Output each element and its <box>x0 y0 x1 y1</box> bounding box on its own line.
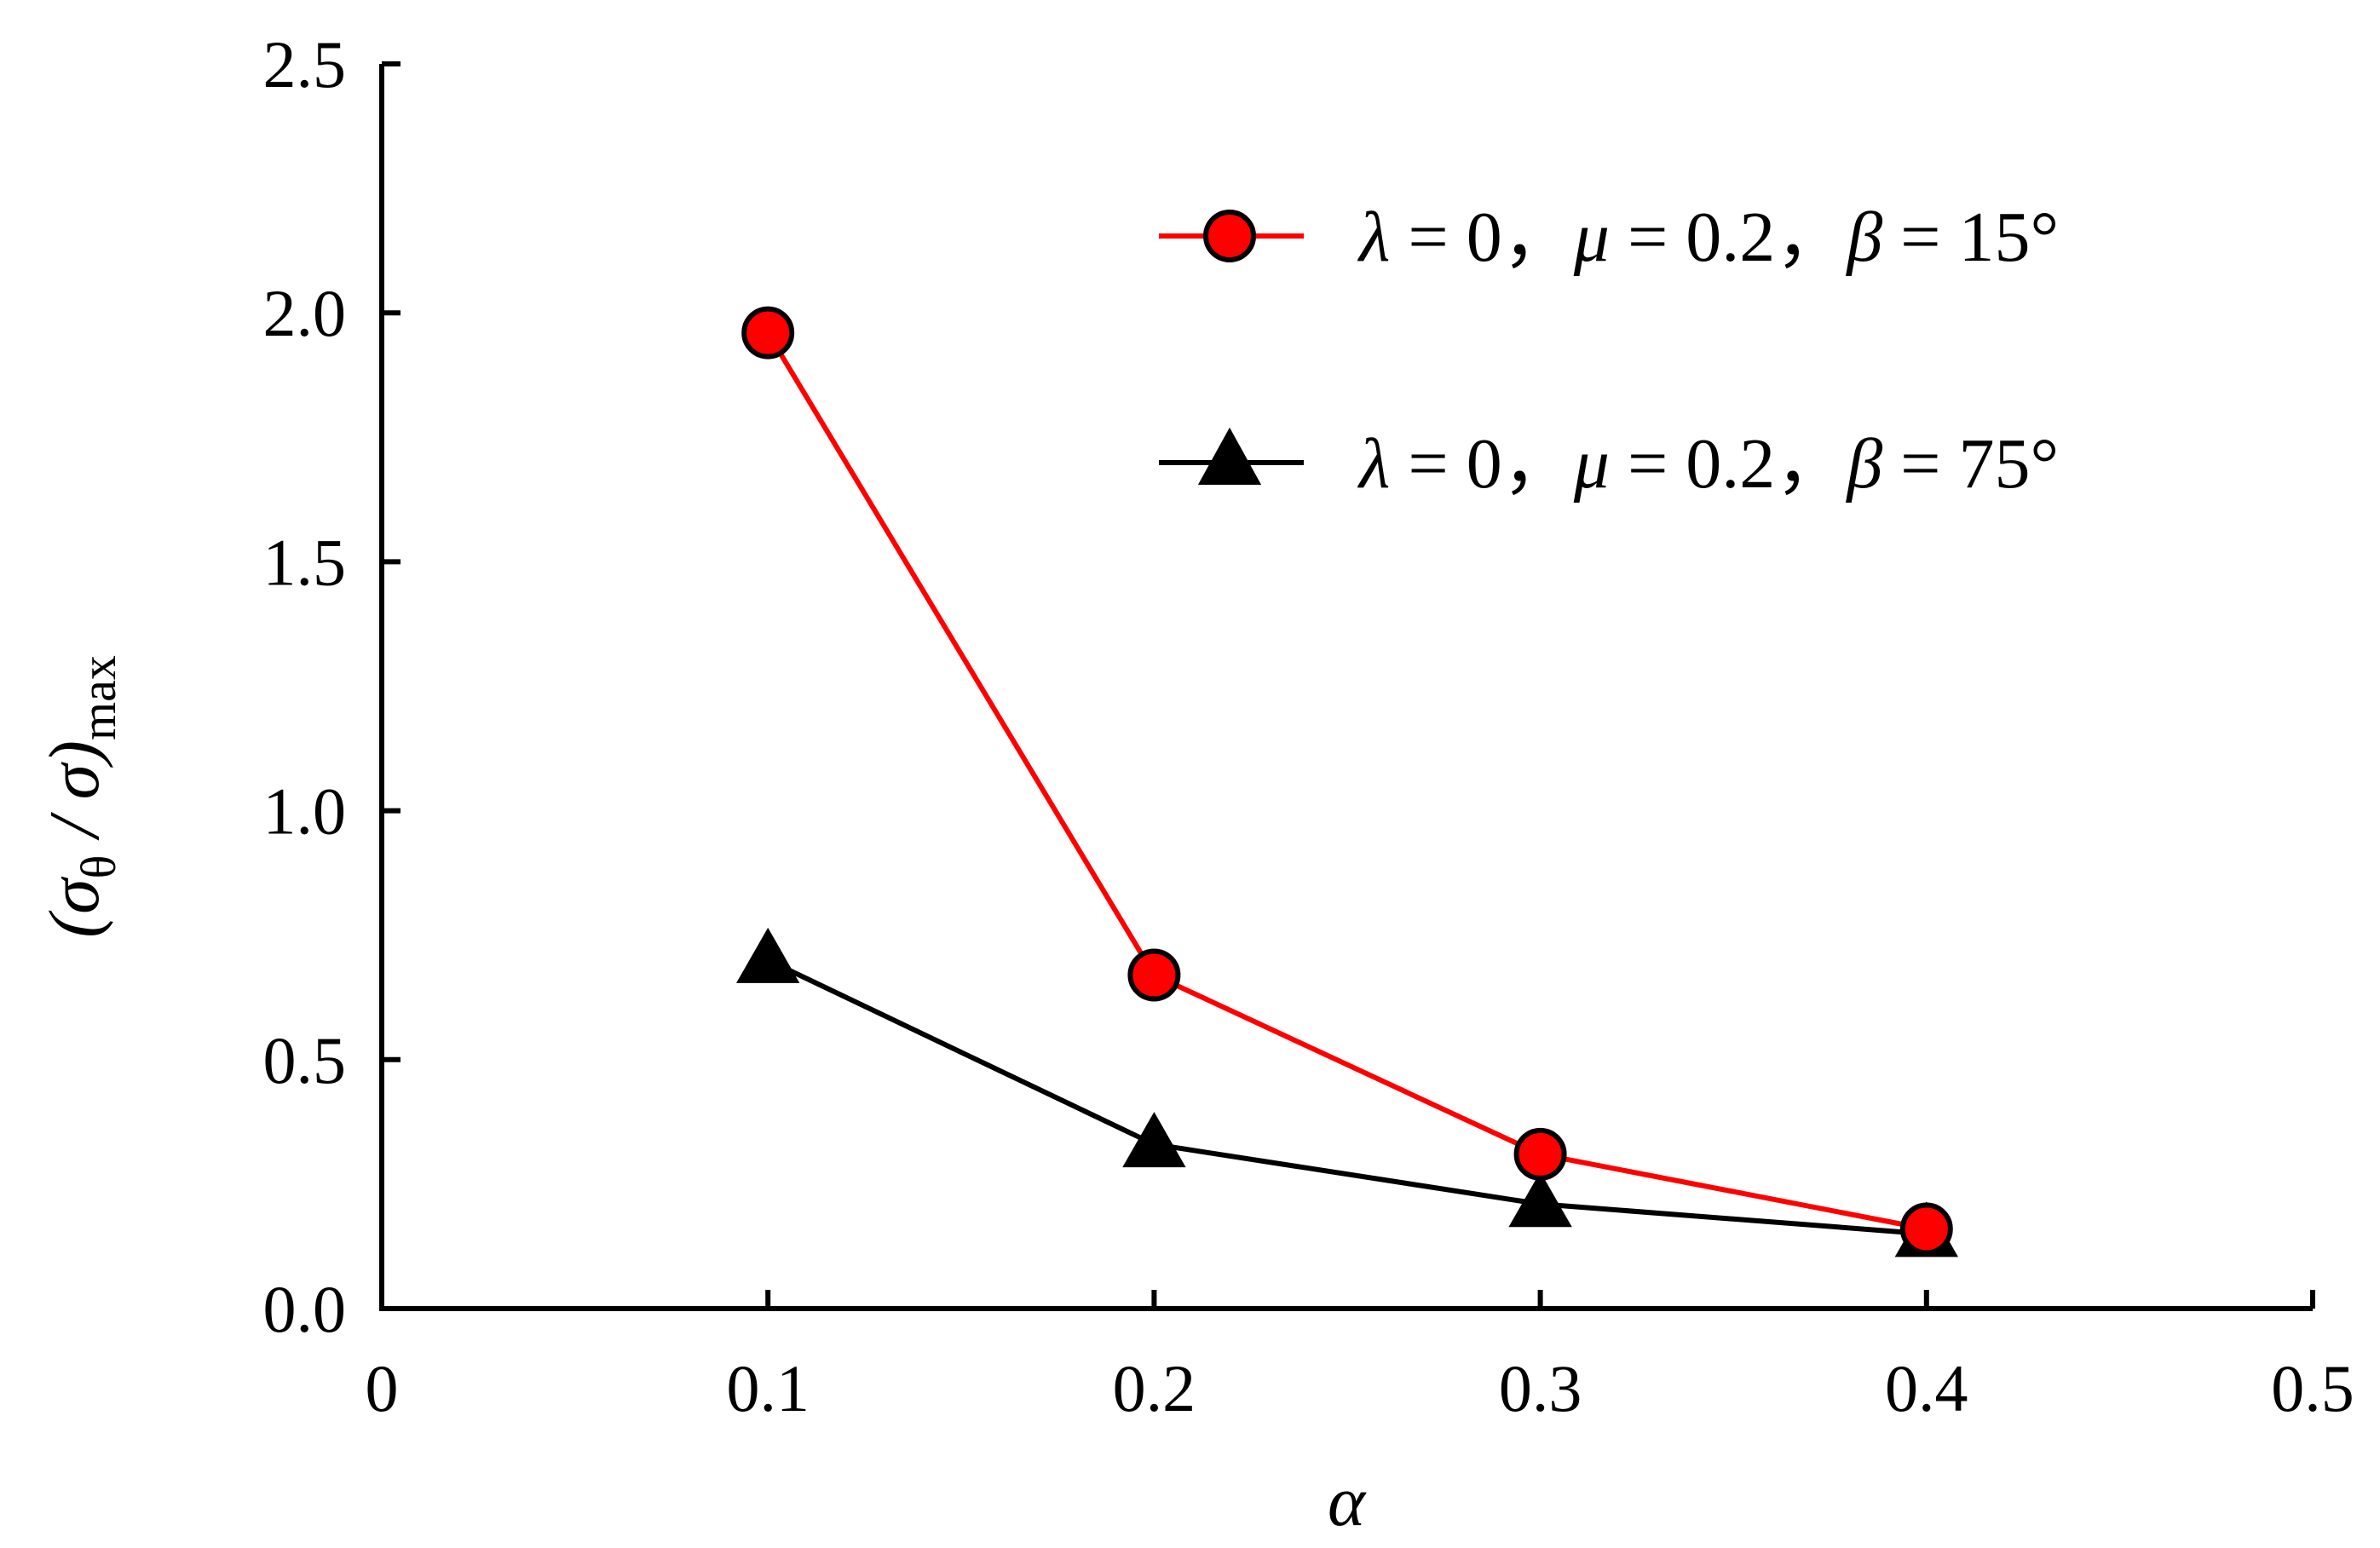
y-axis-title-mid: / σ) <box>35 740 114 855</box>
legend-1-beta: β <box>1845 198 1882 277</box>
legend-1-mu: μ <box>1573 198 1610 277</box>
y-ticks: 0.0 0.5 1.0 1.5 2.0 2.5 <box>263 27 401 1346</box>
data-point-circle <box>741 306 795 360</box>
legend-1-part-c: = 15° <box>1882 198 2059 277</box>
x-tick-label: 0 <box>366 1351 399 1425</box>
legend-1-part-b: = 0.2， <box>1610 198 1847 277</box>
legend-2-part-a: = 0， <box>1390 424 1573 504</box>
x-tick-label: 0.4 <box>1885 1351 1968 1425</box>
data-point-triangle <box>736 927 800 983</box>
series-2 <box>736 927 1958 1257</box>
data-point-circle <box>1127 948 1181 1002</box>
series-line <box>766 958 1928 1237</box>
data-point-triangle <box>1122 1112 1186 1168</box>
legend-label-series-2: λ = 0，μ = 0.2，β = 75° <box>1357 424 2059 504</box>
y-tick-label: 2.0 <box>263 276 347 350</box>
y-axis-title-sub-max: max <box>71 655 126 740</box>
y-axis-title-open: (σ <box>35 876 114 938</box>
y-tick-label: 0.5 <box>263 1023 347 1097</box>
y-tick-label: 0.0 <box>263 1272 347 1346</box>
legend: λ = 0，μ = 0.2，β = 15° λ = 0，μ = 0.2，β = … <box>1159 198 2059 504</box>
legend-entry-series-1: λ = 0，μ = 0.2，β = 15° <box>1159 198 2059 277</box>
legend-2-mu: μ <box>1573 424 1610 504</box>
legend-marker-triangle <box>1197 427 1262 485</box>
legend-2-beta: β <box>1845 424 1882 504</box>
series-1 <box>741 306 1953 1256</box>
y-tick-label: 1.0 <box>263 774 347 849</box>
data-point-circle <box>1899 1202 1953 1256</box>
y-tick-label: 1.5 <box>263 525 347 599</box>
y-tick-label: 2.5 <box>263 27 347 101</box>
x-tick-label: 0.3 <box>1499 1351 1582 1425</box>
y-axis-title-sub-theta: θ <box>71 855 126 879</box>
x-axis-title: α <box>1328 1462 1367 1541</box>
data-point-circle <box>1513 1127 1567 1181</box>
x-tick-label: 0.5 <box>2271 1351 2354 1425</box>
x-tick-label: 0.2 <box>1113 1351 1196 1425</box>
axes <box>379 64 2313 1311</box>
legend-1-lambda: λ <box>1357 198 1390 277</box>
legend-label-series-1: λ = 0，μ = 0.2，β = 15° <box>1357 198 2059 277</box>
legend-1-part-a: = 0， <box>1390 198 1573 277</box>
x-ticks: 0 0.1 0.2 0.3 0.4 0.5 <box>366 1290 2354 1425</box>
series-line <box>765 331 1928 1232</box>
data-point-triangle <box>1508 1171 1572 1228</box>
legend-entry-series-2: λ = 0，μ = 0.2，β = 75° <box>1159 424 2059 504</box>
x-tick-label: 0.1 <box>726 1351 810 1425</box>
legend-marker-circle <box>1203 210 1256 262</box>
legend-2-lambda: λ <box>1357 424 1390 504</box>
legend-2-part-c: = 75° <box>1882 424 2059 504</box>
y-axis-title: (σθ / σ)max <box>35 655 126 938</box>
legend-2-part-b: = 0.2， <box>1610 424 1847 504</box>
series-layer <box>736 306 1958 1257</box>
